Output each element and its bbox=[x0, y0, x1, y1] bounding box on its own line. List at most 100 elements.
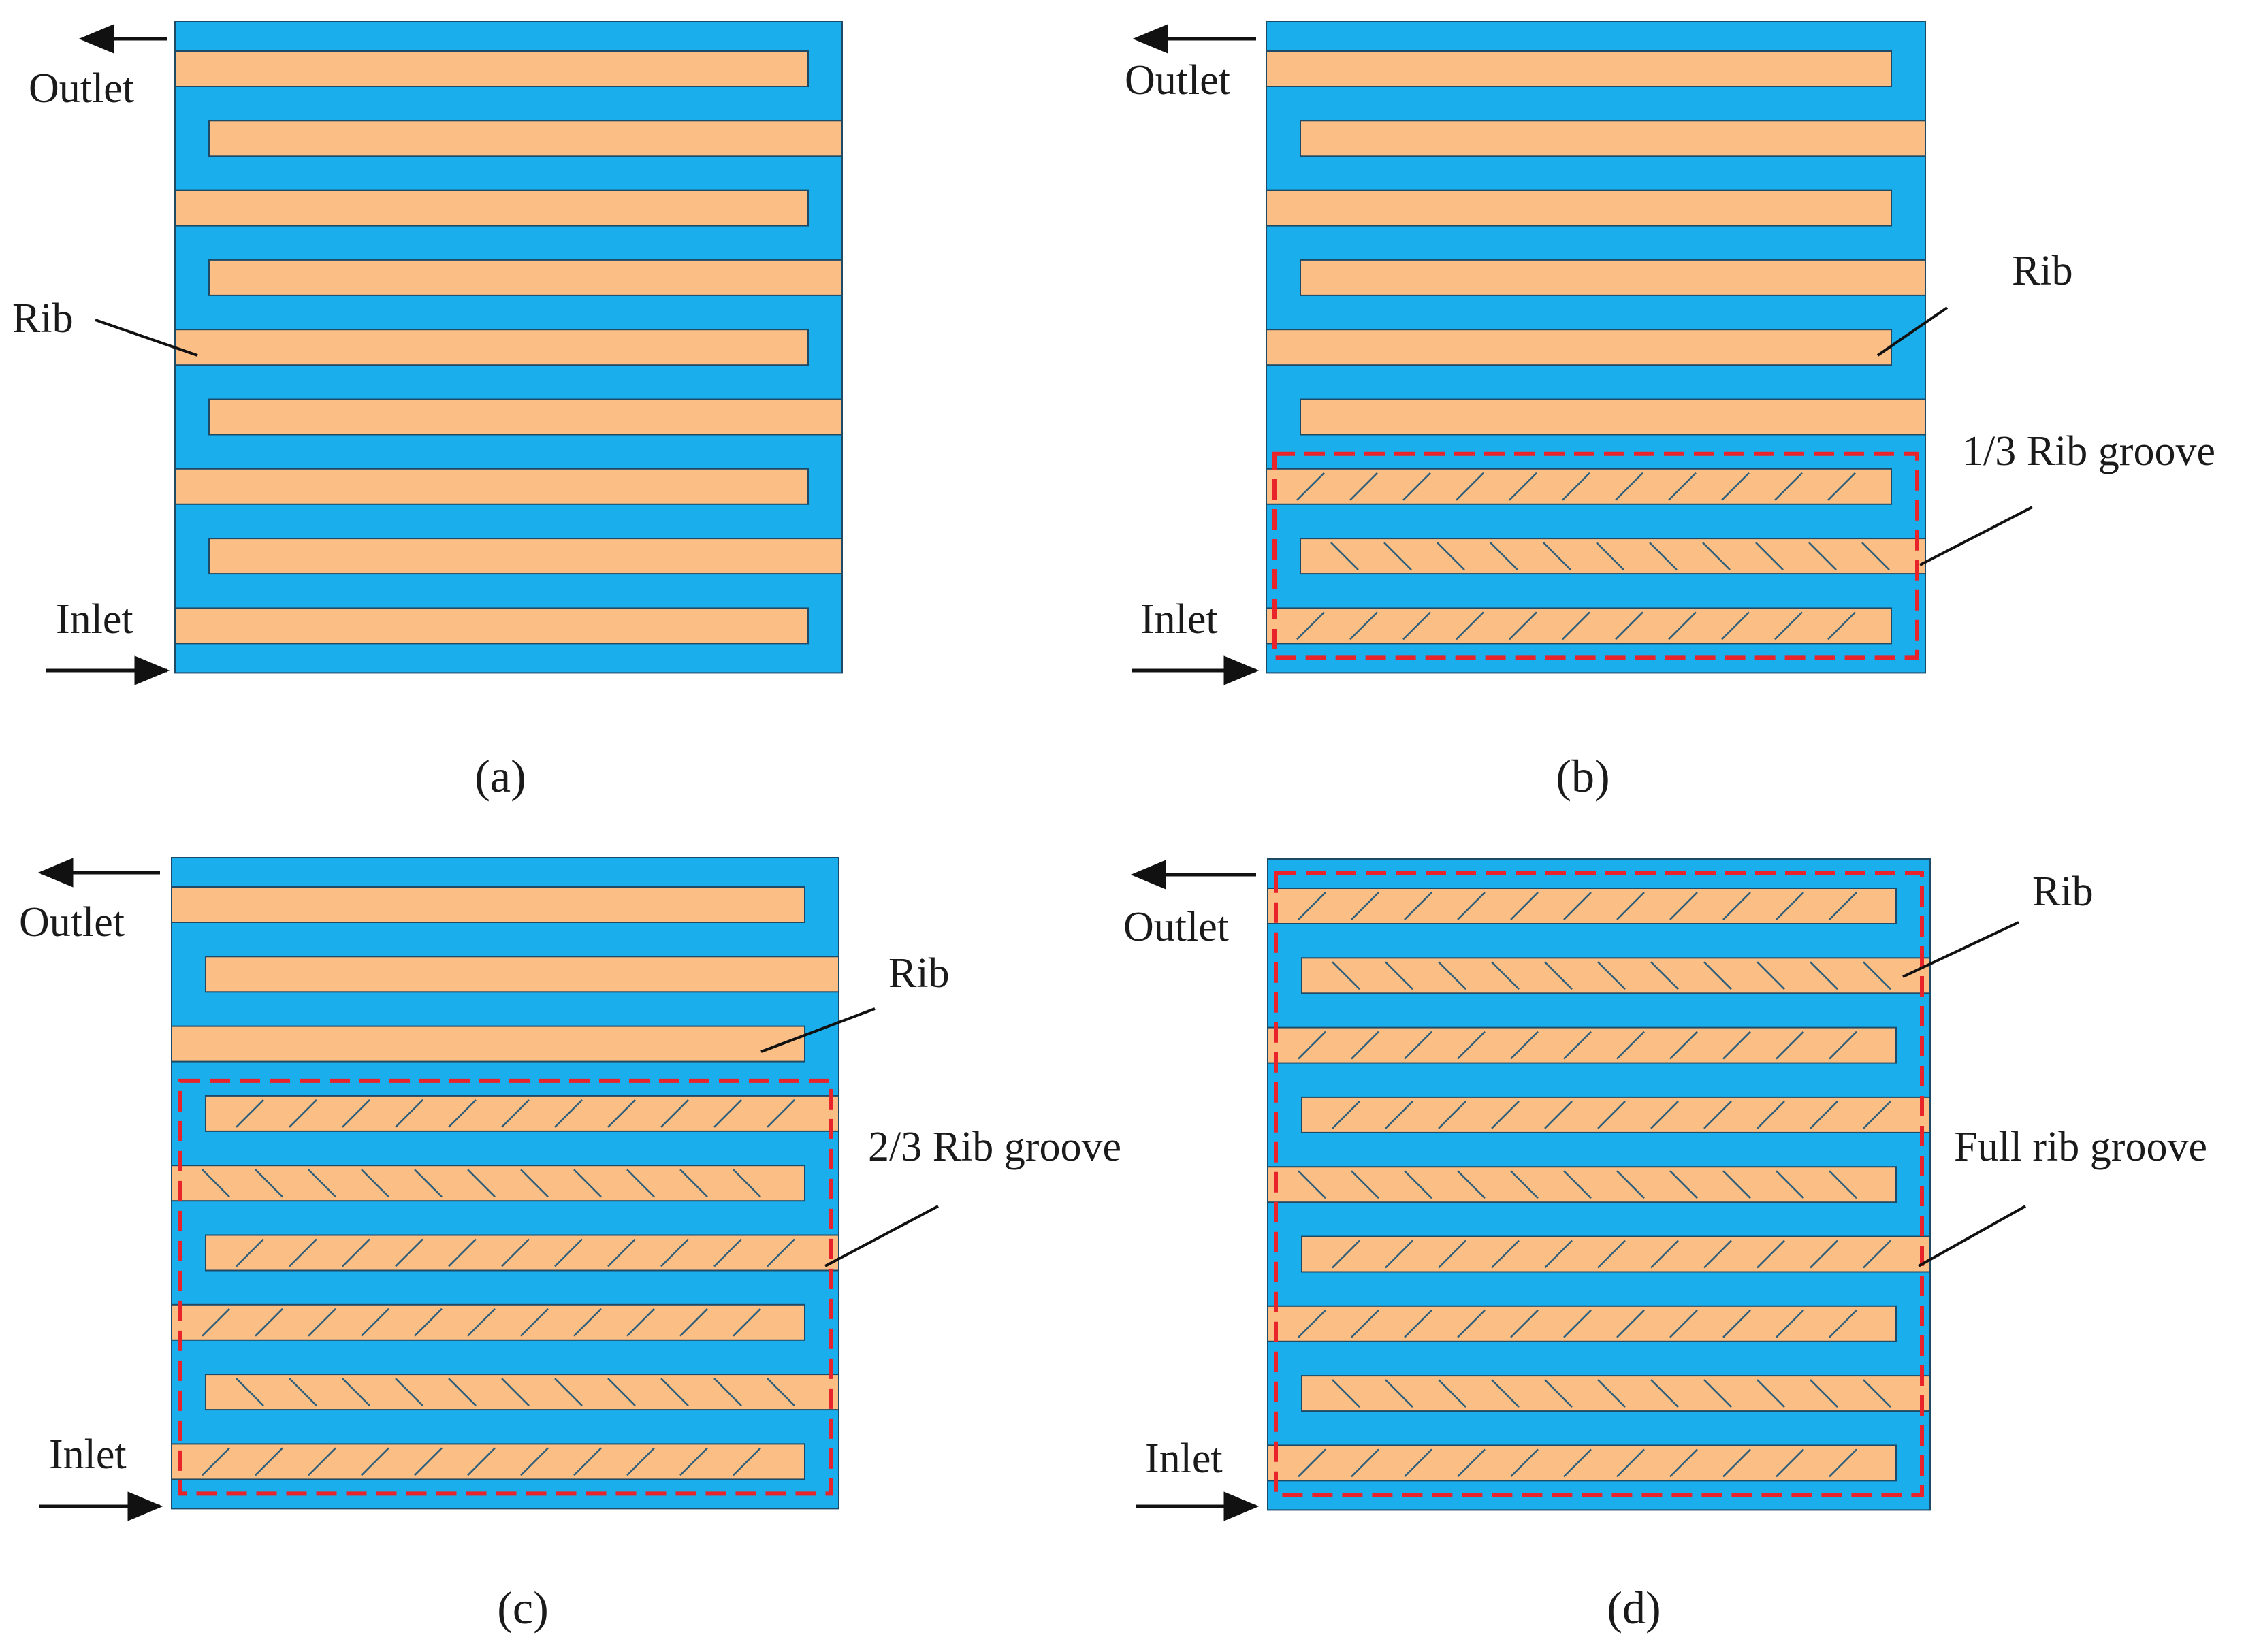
groove-mark bbox=[1863, 1101, 1891, 1129]
groove-mark bbox=[1669, 1170, 1698, 1199]
groove-mark bbox=[1829, 1031, 1857, 1060]
groove-mark bbox=[1703, 1379, 1732, 1408]
panel-caption: (d) bbox=[1607, 1582, 1661, 1634]
groove-mark bbox=[395, 1378, 423, 1406]
outlet-label: Outlet bbox=[1123, 904, 1229, 950]
groove-mark bbox=[1457, 1309, 1486, 1338]
groove-mark bbox=[1827, 472, 1856, 501]
groove-mark bbox=[1757, 1379, 1785, 1408]
groove-mark bbox=[1650, 1101, 1679, 1129]
rib-2 bbox=[205, 956, 839, 993]
groove-label: Full rib groove bbox=[1954, 1124, 2207, 1170]
rib-8 bbox=[1300, 538, 1926, 575]
groove-mark bbox=[1385, 1101, 1413, 1129]
groove-mark bbox=[202, 1308, 230, 1337]
groove-region-box bbox=[1272, 451, 1919, 660]
rib-label: Rib bbox=[12, 295, 74, 342]
rib-3 bbox=[1266, 189, 1892, 227]
groove-mark bbox=[1404, 1448, 1432, 1478]
groove-mark bbox=[255, 1169, 283, 1198]
groove-mark bbox=[1757, 961, 1785, 990]
groove-mark bbox=[1597, 1101, 1626, 1129]
groove-mark bbox=[1861, 542, 1890, 570]
groove-mark bbox=[1332, 1240, 1360, 1269]
groove-mark bbox=[1722, 1309, 1751, 1338]
groove-mark bbox=[1457, 892, 1486, 920]
rib-2 bbox=[1301, 957, 1931, 994]
panel-caption: (c) bbox=[497, 1582, 548, 1634]
groove-leader-line bbox=[824, 1205, 939, 1267]
groove-mark bbox=[1438, 1379, 1466, 1408]
groove-mark bbox=[607, 1099, 636, 1128]
groove-mark bbox=[1616, 1448, 1645, 1478]
rib-3 bbox=[1267, 1026, 1897, 1064]
rib-7 bbox=[174, 468, 809, 505]
groove-mark bbox=[679, 1308, 708, 1337]
groove-mark bbox=[1332, 1101, 1360, 1129]
groove-mark bbox=[1722, 1170, 1751, 1199]
groove-mark bbox=[1510, 1448, 1539, 1478]
groove-mark bbox=[308, 1308, 336, 1337]
groove-mark bbox=[1491, 1101, 1520, 1129]
groove-mark bbox=[1351, 1170, 1379, 1199]
groove-mark bbox=[1829, 892, 1857, 920]
groove-mark bbox=[467, 1308, 496, 1337]
groove-mark bbox=[361, 1308, 389, 1337]
groove-mark bbox=[1383, 542, 1412, 570]
panel-d: Outlet Rib Full rib groove Inlet (d) bbox=[1123, 858, 2207, 1634]
groove-mark bbox=[1296, 611, 1325, 641]
groove-mark bbox=[395, 1099, 423, 1128]
groove-mark bbox=[660, 1238, 689, 1267]
groove-label: 1/3 Rib groove bbox=[1962, 428, 2215, 474]
groove-mark bbox=[1703, 1101, 1732, 1129]
groove-mark bbox=[1808, 542, 1837, 570]
groove-mark bbox=[448, 1378, 477, 1406]
groove-mark bbox=[660, 1378, 689, 1406]
rib-1 bbox=[1267, 888, 1897, 924]
groove-mark bbox=[1562, 472, 1590, 501]
rib-2 bbox=[208, 120, 843, 157]
rib-7 bbox=[1267, 1305, 1897, 1342]
groove-mark bbox=[1404, 892, 1432, 920]
groove-mark bbox=[1351, 892, 1379, 920]
groove-mark bbox=[467, 1169, 496, 1198]
groove-mark bbox=[1563, 1448, 1592, 1478]
groove-mark bbox=[1509, 472, 1537, 501]
rib-9 bbox=[1267, 1444, 1897, 1482]
groove-mark bbox=[202, 1169, 230, 1198]
rib-5 bbox=[174, 329, 809, 366]
groove-mark bbox=[236, 1238, 264, 1267]
outlet-label: Outlet bbox=[19, 899, 125, 945]
groove-mark bbox=[520, 1169, 549, 1198]
groove-mark bbox=[501, 1378, 530, 1406]
groove-mark bbox=[1810, 961, 1838, 990]
groove-mark bbox=[1510, 1031, 1539, 1060]
groove-mark bbox=[1510, 1170, 1539, 1199]
rib-leader-line bbox=[760, 1007, 876, 1053]
groove-mark bbox=[342, 1238, 370, 1267]
groove-mark bbox=[1722, 892, 1751, 920]
groove-mark bbox=[1616, 892, 1645, 920]
groove-mark bbox=[1562, 611, 1590, 641]
groove-mark bbox=[1404, 1031, 1432, 1060]
groove-mark bbox=[1510, 892, 1539, 920]
groove-mark bbox=[1544, 1101, 1573, 1129]
groove-mark bbox=[626, 1169, 655, 1198]
groove-mark bbox=[767, 1378, 795, 1406]
panel-caption: (a) bbox=[475, 750, 526, 802]
rib-8 bbox=[205, 1374, 839, 1411]
groove-mark bbox=[679, 1447, 708, 1476]
groove-mark bbox=[501, 1238, 530, 1267]
groove-label: 2/3 Rib groove bbox=[868, 1124, 1121, 1170]
groove-mark bbox=[1544, 1379, 1573, 1408]
rib-leader-line bbox=[1902, 921, 2019, 978]
groove-mark bbox=[1616, 1170, 1645, 1199]
rib-6 bbox=[208, 398, 843, 436]
groove-mark bbox=[255, 1308, 283, 1337]
groove-region-box bbox=[1274, 871, 1924, 1497]
groove-mark bbox=[1298, 1448, 1326, 1478]
groove-mark bbox=[361, 1169, 389, 1198]
groove-mark bbox=[1757, 1240, 1785, 1269]
groove-mark bbox=[713, 1099, 742, 1128]
